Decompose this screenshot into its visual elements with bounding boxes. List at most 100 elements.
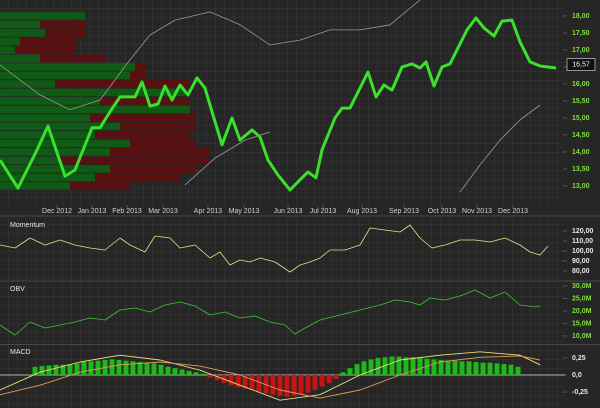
y-tick-label: 20,0M: [572, 308, 592, 315]
x-tick-label: Feb 2013: [112, 208, 142, 215]
volume-up-bar: [0, 37, 20, 46]
histogram-bar: [277, 374, 283, 397]
histogram-bar: [144, 362, 150, 375]
histogram-bar: [417, 357, 423, 375]
volume-up-bar: [0, 105, 190, 114]
histogram-bar: [326, 374, 332, 384]
y-tick-label: 100,00: [572, 248, 594, 255]
histogram-bar: [354, 364, 360, 375]
x-tick-label: Apr 2013: [194, 208, 223, 215]
histogram-bar: [487, 362, 493, 375]
volume-up-bar: [0, 122, 120, 131]
volume-up-bar: [0, 20, 40, 29]
histogram-bar: [368, 359, 374, 375]
histogram-bar: [249, 374, 255, 390]
series-line: [0, 16, 557, 192]
y-tick-label: 90,00: [572, 258, 590, 265]
histogram-bar: [193, 372, 199, 375]
volume-up-bar: [0, 88, 185, 97]
histogram-bar: [235, 374, 241, 388]
histogram-bar: [312, 374, 318, 390]
histogram-bar: [340, 372, 346, 375]
histogram-bar: [515, 366, 521, 375]
x-tick-label: Oct 2013: [428, 208, 457, 215]
volume-up-bar: [0, 29, 45, 37]
y-tick-label: 15,00: [572, 115, 590, 122]
histogram-bar: [228, 374, 234, 386]
volume-down-bar: [120, 122, 195, 131]
volume-down-bar: [70, 182, 130, 190]
x-tick-label: Nov 2013: [462, 208, 492, 215]
last-price-box: [566, 58, 596, 71]
histogram-bar: [466, 361, 472, 375]
histogram-bar: [74, 363, 80, 375]
y-tick-label: 80,00: [572, 268, 590, 275]
volume-up-bar: [0, 71, 130, 80]
histogram-bar: [207, 374, 213, 378]
histogram-bar: [459, 361, 465, 375]
volume-down-bar: [135, 63, 145, 71]
volume-up-bar: [0, 182, 70, 190]
volume-down-bar: [130, 139, 195, 148]
panel-title: MACD: [10, 349, 31, 356]
volume-down-bar: [45, 29, 85, 37]
histogram-bar: [291, 374, 297, 397]
histogram-bar: [445, 360, 451, 375]
histogram-bar: [256, 374, 262, 392]
volume-up-bar: [0, 114, 90, 122]
x-tick-label: May 2013: [229, 208, 260, 215]
histogram-bar: [305, 374, 311, 393]
histogram-bar: [151, 363, 157, 375]
histogram-bar: [508, 364, 514, 375]
volume-up-bar: [0, 165, 110, 173]
y-tick-label: 10,0M: [572, 333, 592, 340]
volume-up-bar: [0, 148, 110, 156]
histogram-bar: [424, 358, 430, 375]
histogram-bar: [200, 373, 206, 375]
x-tick-label: Jan 2013: [78, 208, 107, 215]
histogram-bar: [382, 357, 388, 375]
last-price-label: 16,57: [572, 61, 590, 68]
y-tick-label: 0,0: [572, 372, 582, 379]
grid-background: [0, 282, 565, 344]
x-tick-label: Jun 2013: [274, 208, 303, 215]
histogram-bar: [123, 360, 129, 375]
histogram-bar: [298, 374, 304, 395]
volume-down-bar: [95, 173, 180, 182]
volume-down-bar: [55, 80, 190, 88]
histogram-bar: [158, 364, 164, 375]
histogram-bar: [186, 370, 192, 375]
y-tick-label: 120,00: [572, 228, 594, 235]
y-tick-label: 25,0M: [572, 295, 592, 302]
y-tick-label: 30,0M: [572, 283, 592, 290]
histogram-bar: [361, 361, 367, 375]
series-line: [0, 355, 541, 399]
series-line: [0, 0, 421, 111]
histogram-bar: [95, 360, 101, 375]
volume-up-bar: [0, 156, 60, 165]
y-tick-label: 15,50: [572, 98, 590, 105]
volume-up-bar: [0, 46, 15, 54]
y-tick-label: 16,00: [572, 81, 590, 88]
x-tick-label: Dec 2012: [42, 208, 72, 215]
y-tick-label: 13,00: [572, 183, 590, 190]
histogram-bar: [494, 363, 500, 375]
histogram-bar: [179, 369, 185, 375]
x-tick-label: Aug 2013: [347, 208, 377, 215]
y-tick-label: 14,00: [572, 149, 590, 156]
volume-up-bar: [0, 80, 55, 88]
series-line: [0, 224, 549, 273]
x-tick-label: Sep 2013: [389, 208, 419, 215]
histogram-bar: [410, 357, 416, 375]
y-tick-label: 17,50: [572, 30, 590, 37]
histogram-bar: [375, 357, 381, 375]
volume-up-bar: [0, 97, 100, 105]
histogram-bar: [396, 356, 402, 375]
panel-title: Momentum: [10, 222, 45, 229]
histogram-bar: [270, 374, 276, 395]
histogram-bar: [501, 364, 507, 375]
y-tick-label: 0,25: [572, 355, 586, 362]
histogram-bar: [137, 362, 143, 375]
volume-up-bar: [0, 139, 130, 148]
y-tick-label: 110,00: [572, 238, 593, 245]
